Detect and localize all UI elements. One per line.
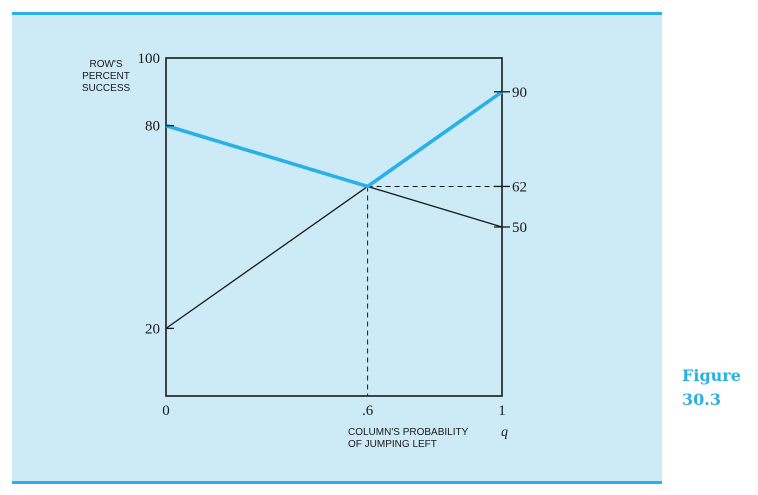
left-y-tick-label-100: 100 (138, 51, 161, 67)
x-axis-label-line-0: COLUMN'S PROBABILITY (348, 427, 469, 438)
y-axis-label-line-0: ROW'S (89, 59, 122, 70)
x-tick-label-0.6: .6 (362, 403, 374, 419)
y-axis-label-line-2: SUCCESS (82, 83, 131, 94)
series-line-2 (165, 90, 504, 189)
figure-panel (12, 12, 662, 484)
y-axis-label-line-1: PERCENT (82, 71, 130, 82)
bottom-rule (12, 481, 662, 484)
x-axis-label-line-1: OF JUMPING LEFT (348, 439, 437, 450)
left-y-tick-label-20: 20 (145, 321, 160, 337)
x-variable-label: q (501, 425, 508, 440)
figure-label: Figure (682, 366, 741, 385)
figure-number: 30.3 (682, 390, 721, 409)
right-y-tick-label-50: 50 (512, 220, 527, 236)
right-y-tick-label-90: 90 (512, 85, 527, 101)
x-tick-label-0: 0 (162, 403, 170, 419)
x-tick-label-1: 1 (498, 403, 506, 419)
plot-frame (165, 57, 503, 397)
top-rule (12, 12, 662, 15)
right-y-tick-label-62: 62 (512, 179, 527, 195)
left-y-tick-label-80: 80 (145, 119, 160, 135)
